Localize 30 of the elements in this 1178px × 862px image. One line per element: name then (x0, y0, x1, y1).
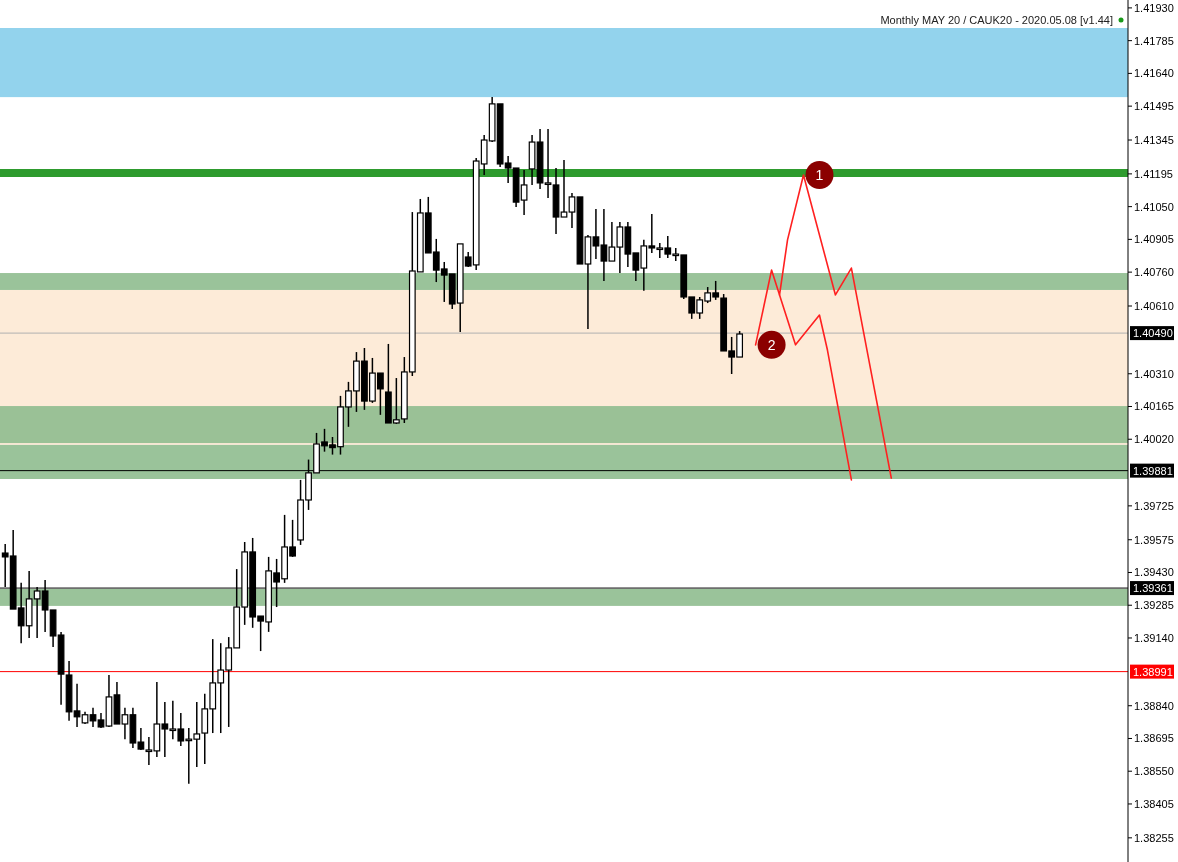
y-tick-label: 1.40165 (1134, 400, 1174, 413)
y-tick-label: 1.40905 (1134, 233, 1174, 246)
y-tick-label: 1.39575 (1134, 533, 1174, 546)
ref-line-label: 1.39881 (1133, 464, 1173, 477)
annotation: Monthly MAY 20 / CAUK20 - 2020.05.08 [v1.44] (880, 14, 1113, 26)
y-tick-label: 1.39285 (1134, 599, 1174, 612)
y-tick-label: 1.38550 (1134, 765, 1174, 778)
ref-line-label: 1.38991 (1133, 665, 1173, 678)
y-tick-label: 1.41050 (1134, 200, 1174, 213)
y-tick-label: 1.41495 (1134, 100, 1174, 113)
y-tick-label: 1.41640 (1134, 67, 1174, 80)
y-tick-label: 1.38255 (1134, 831, 1174, 844)
annotation: 2 (767, 336, 776, 353)
y-tick-label: 1.41930 (1134, 1, 1174, 14)
y-tick-label: 1.38405 (1134, 797, 1174, 810)
ref-line-label: 1.40490 (1133, 327, 1173, 340)
y-tick-label: 1.38840 (1134, 699, 1174, 712)
y-tick-label: 1.41195 (1134, 167, 1173, 180)
y-tick-label: 1.39140 (1134, 631, 1174, 644)
y-tick-label: 1.40310 (1134, 367, 1174, 380)
y-tick-label: 1.41785 (1134, 34, 1174, 47)
y-tick-label: 1.38695 (1134, 732, 1174, 745)
y-tick-label: 1.41345 (1134, 134, 1174, 147)
y-tick-label: 1.40020 (1134, 433, 1174, 446)
ref-line-label: 1.39361 (1133, 582, 1173, 595)
y-tick-label: 1.40610 (1134, 300, 1174, 312)
annotation: 1 (815, 167, 824, 184)
y-tick-label: 1.39430 (1134, 566, 1174, 579)
y-tick-label: 1.39725 (1134, 499, 1174, 512)
y-tick-label: 1.40760 (1134, 266, 1174, 279)
